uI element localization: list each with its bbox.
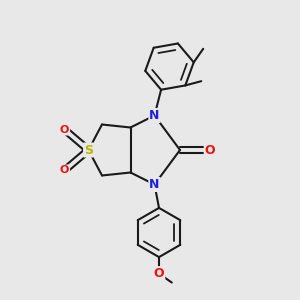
Text: O: O	[205, 143, 215, 157]
Text: N: N	[149, 109, 160, 122]
Text: O: O	[60, 165, 69, 176]
Text: O: O	[154, 267, 164, 280]
Text: O: O	[60, 124, 69, 135]
Text: N: N	[149, 178, 160, 191]
Text: S: S	[84, 143, 93, 157]
